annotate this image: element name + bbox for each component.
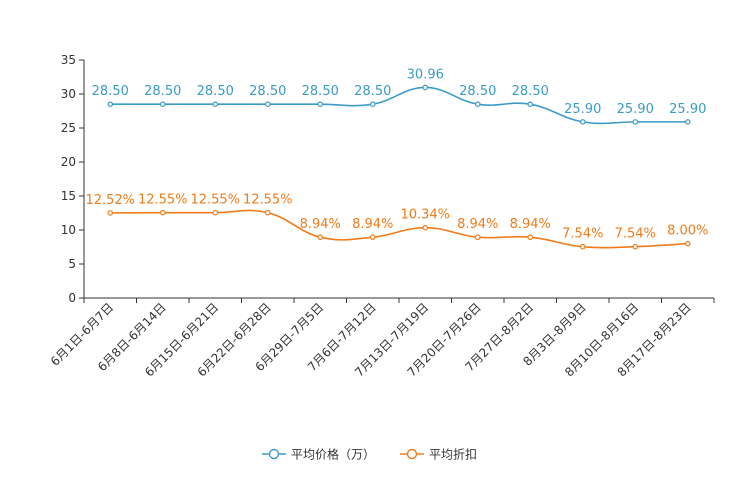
data-point[interactable] [632,119,639,125]
y-tick-label: 15 [61,189,76,203]
data-point[interactable] [422,84,429,91]
data-point[interactable] [684,119,691,125]
data-label: 12.55% [243,193,293,208]
data-point[interactable] [212,209,219,216]
series-layer: 28.50 28.50 28.50 28.50 28.50 28.50 30.96 28.50… [85,67,708,250]
data-label: 28.50 [144,84,181,99]
series-line [110,209,688,249]
data-point[interactable] [264,101,271,108]
data-point[interactable] [317,101,324,108]
data-point[interactable] [212,101,219,108]
series-1: 12.52% 12.55% 12.55% 12.55%8.94% 8.94%10.34%… [85,193,708,250]
legend-label: 平均折扣 [429,447,477,462]
data-point[interactable] [632,243,639,250]
legend-label: 平均价格（万） [291,447,375,462]
data-label: 7.54% [562,227,603,242]
data-label: 7.54% [615,227,656,242]
y-tick-label: 10 [61,223,76,237]
data-label: 28.50 [197,84,234,99]
data-label: 12.55% [190,193,240,208]
data-label: 12.52% [85,193,135,208]
y-tick-label: 30 [61,87,76,101]
legend: 平均价格（万） 平均折扣 [262,447,477,462]
data-label: 8.94% [300,217,341,232]
data-point[interactable] [317,234,324,241]
y-tick-label: 5 [68,257,76,271]
data-point[interactable] [579,119,586,125]
data-point[interactable] [369,234,376,241]
data-point[interactable] [474,101,481,108]
legend-marker-icon [268,448,280,460]
data-label: 12.55% [138,193,188,208]
data-label: 28.50 [459,84,496,99]
series-line [110,86,688,125]
data-label: 28.50 [354,84,391,99]
data-point[interactable] [684,240,691,247]
data-label: 8.94% [352,217,393,232]
data-label: 28.50 [512,84,549,99]
data-point[interactable] [107,101,114,108]
data-point[interactable] [107,210,114,216]
legend-item-0[interactable]: 平均价格（万） [262,447,375,462]
data-point[interactable] [264,209,271,216]
data-label: 8.00% [667,224,708,239]
data-point[interactable] [159,101,166,108]
data-label: 25.90 [669,102,706,117]
data-point[interactable] [579,243,586,250]
y-tick-label: 35 [61,53,76,67]
data-point[interactable] [474,234,481,241]
data-point[interactable] [422,224,429,231]
data-label: 25.90 [617,102,654,117]
data-label: 28.50 [92,84,129,99]
legend-item-1[interactable]: 平均折扣 [400,447,477,462]
data-label: 28.50 [302,84,339,99]
y-tick-label: 20 [61,155,76,169]
series-0: 28.50 28.50 28.50 28.50 28.50 28.50 30.96 28.50… [92,67,706,125]
data-label: 8.94% [510,217,551,232]
data-label: 30.96 [407,67,444,82]
data-point[interactable] [159,209,166,216]
data-point[interactable] [527,234,534,241]
y-tick-label: 25 [61,121,76,135]
data-label: 28.50 [249,84,286,99]
legend-marker-icon [406,448,418,460]
data-point[interactable] [527,101,534,108]
data-label: 8.94% [457,217,498,232]
y-tick-label: 0 [68,291,76,305]
data-label: 10.34% [400,208,450,223]
data-point[interactable] [369,101,376,108]
data-label: 25.90 [564,102,601,117]
